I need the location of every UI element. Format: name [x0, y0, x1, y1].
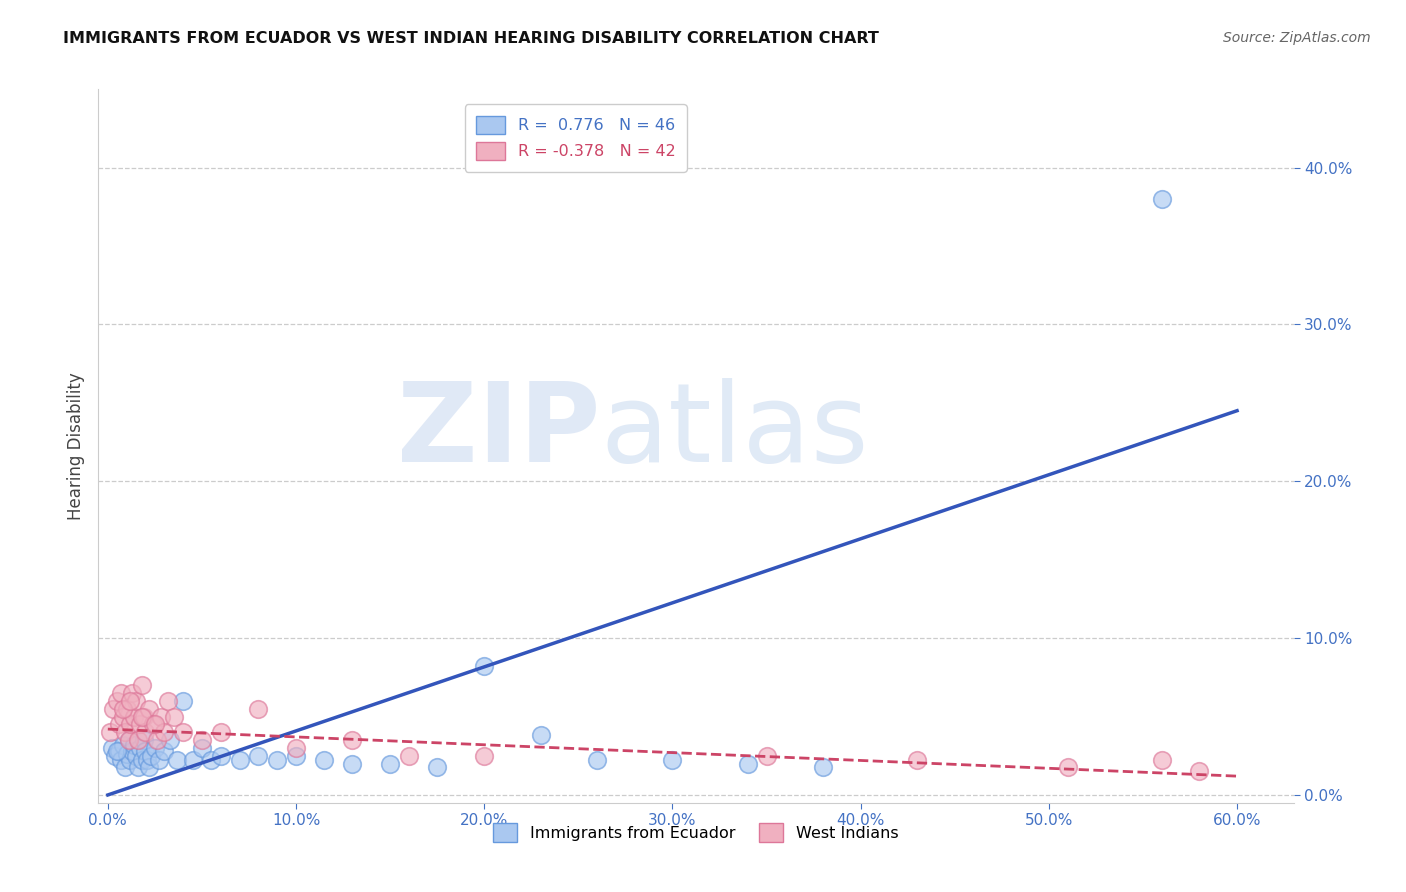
Point — [247, 702, 270, 716]
Point — [111, 702, 134, 716]
Point — [131, 678, 153, 692]
Point — [111, 738, 134, 752]
Point — [134, 744, 156, 758]
Point — [110, 754, 132, 768]
Point — [122, 709, 145, 723]
Text: Source: ZipAtlas.com: Source: ZipAtlas.com — [1223, 31, 1371, 45]
Point — [120, 694, 142, 708]
Point — [228, 754, 250, 768]
Point — [1056, 760, 1078, 774]
Point — [128, 740, 150, 755]
Point — [108, 744, 131, 758]
Point — [134, 725, 156, 739]
Point — [142, 717, 165, 731]
Point — [159, 733, 181, 747]
Point — [127, 760, 149, 774]
Point — [121, 686, 143, 700]
Point — [285, 740, 308, 755]
Point — [266, 754, 288, 768]
Point — [115, 702, 138, 716]
Point — [342, 756, 364, 771]
Text: atlas: atlas — [600, 378, 869, 485]
Point — [166, 754, 188, 768]
Point — [247, 748, 270, 763]
Point — [209, 748, 232, 763]
Point — [209, 725, 232, 739]
Point — [122, 738, 145, 752]
Point — [117, 733, 139, 747]
Point — [191, 733, 214, 747]
Point — [153, 725, 176, 739]
Point — [138, 702, 160, 716]
Text: IMMIGRANTS FROM ECUADOR VS WEST INDIAN HEARING DISABILITY CORRELATION CHART: IMMIGRANTS FROM ECUADOR VS WEST INDIAN H… — [63, 31, 879, 46]
Point — [131, 709, 153, 723]
Point — [108, 717, 131, 731]
Point — [110, 686, 132, 700]
Point — [1150, 754, 1173, 768]
Point — [117, 733, 139, 747]
Point — [530, 728, 553, 742]
Point — [285, 748, 308, 763]
Point — [191, 740, 214, 755]
Point — [1188, 764, 1211, 779]
Point — [98, 725, 121, 739]
Point — [145, 733, 167, 747]
Point — [125, 748, 148, 763]
Point — [114, 760, 136, 774]
Point — [314, 754, 336, 768]
Point — [115, 747, 138, 761]
Point — [139, 748, 162, 763]
Point — [148, 754, 170, 768]
Point — [114, 725, 136, 739]
Point — [125, 694, 148, 708]
Point — [136, 754, 159, 768]
Point — [342, 733, 364, 747]
Point — [200, 754, 222, 768]
Point — [138, 760, 160, 774]
Point — [811, 760, 834, 774]
Point — [120, 717, 142, 731]
Point — [172, 725, 194, 739]
Point — [172, 694, 194, 708]
Point — [127, 733, 149, 747]
Point — [153, 744, 176, 758]
Point — [111, 709, 134, 723]
Point — [426, 760, 449, 774]
Point — [737, 756, 759, 771]
Point — [131, 754, 153, 768]
Point — [163, 709, 186, 723]
Point — [132, 733, 155, 747]
Point — [1150, 192, 1173, 206]
Point — [905, 754, 928, 768]
Legend: Immigrants from Ecuador, West Indians: Immigrants from Ecuador, West Indians — [486, 817, 905, 848]
Point — [103, 702, 125, 716]
Text: ZIP: ZIP — [396, 378, 600, 485]
Point — [105, 694, 128, 708]
Point — [181, 754, 204, 768]
Point — [398, 748, 420, 763]
Point — [755, 748, 778, 763]
Point — [104, 748, 127, 763]
Point — [121, 744, 143, 758]
Point — [120, 754, 142, 768]
Point — [128, 717, 150, 731]
Point — [143, 740, 166, 755]
Point — [132, 709, 155, 723]
Point — [661, 754, 683, 768]
Y-axis label: Hearing Disability: Hearing Disability — [66, 372, 84, 520]
Point — [472, 748, 495, 763]
Point — [105, 744, 128, 758]
Point — [586, 754, 609, 768]
Point — [143, 717, 166, 731]
Point — [378, 756, 401, 771]
Point — [100, 740, 122, 755]
Point — [472, 659, 495, 673]
Point — [149, 709, 172, 723]
Point — [157, 694, 180, 708]
